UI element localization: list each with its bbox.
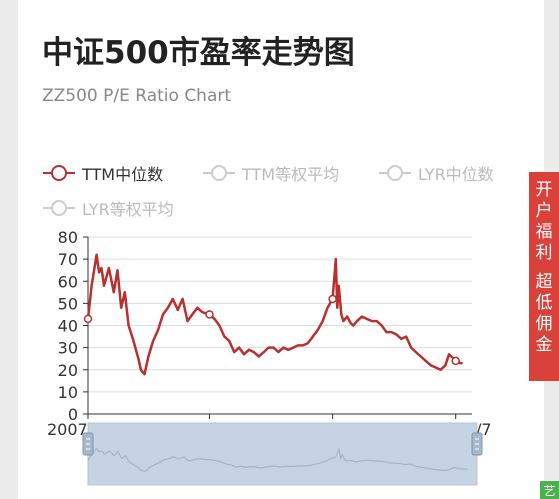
y-tick-label: 80 [58,228,78,247]
legend-marker-icon [43,165,75,181]
y-tick-label: 60 [58,272,78,291]
page-subtitle: ZZ500 P/E Ratio Chart [42,86,232,106]
legend-item-lyr-median[interactable]: LYR中位数 [378,161,494,185]
legend-label: LYR等权平均 [82,200,174,219]
promo-char: 金 [535,335,553,355]
legend-label: TTM中位数 [82,165,164,184]
y-tick-label: 50 [58,294,78,313]
promo-char: 户 [535,201,553,221]
data-point-marker [83,314,93,324]
data-point-marker [451,356,460,366]
data-point-marker [205,310,214,319]
legend-label: TTM等权平均 [242,165,340,184]
promo-char: 福 [535,222,553,242]
legend-label: LYR中位数 [418,165,494,184]
legend-marker-icon [43,200,75,216]
y-tick-label: 0 [68,405,78,424]
zoom-slider-preview-line [87,447,468,472]
legend-marker-icon [379,165,411,181]
page-title: 中证500市盈率走势图 [42,35,355,71]
legend-item-ttm-median[interactable]: TTM中位数 [42,161,163,185]
legend-item-ttm-equal-weight[interactable]: TTM等权平均 [202,161,339,185]
chart-card [18,0,544,499]
y-tick-label: 30 [58,339,78,358]
legend-item-lyr-equal-weight[interactable]: LYR等权平均 [42,196,174,220]
data-point-marker [328,294,337,304]
series-line-ttm-median [86,253,463,376]
y-tick-label: 70 [58,250,78,269]
y-tick-label: 20 [58,361,78,380]
promo-char: 超 [535,272,553,292]
promo-char: 利 [535,243,553,263]
y-tick-label: 10 [58,383,78,402]
promo-char: 佣 [535,314,553,334]
zoom-slider-track [87,422,478,486]
corner-tab[interactable]: 艺 [540,481,559,499]
legend-marker-icon [203,165,235,181]
promo-char: 开 [535,180,553,200]
promo-char: 低 [535,293,553,313]
promo-side-tab[interactable]: 开 户 福 利 超 低 佣 金 [529,172,559,381]
y-tick-label: 40 [58,317,78,336]
